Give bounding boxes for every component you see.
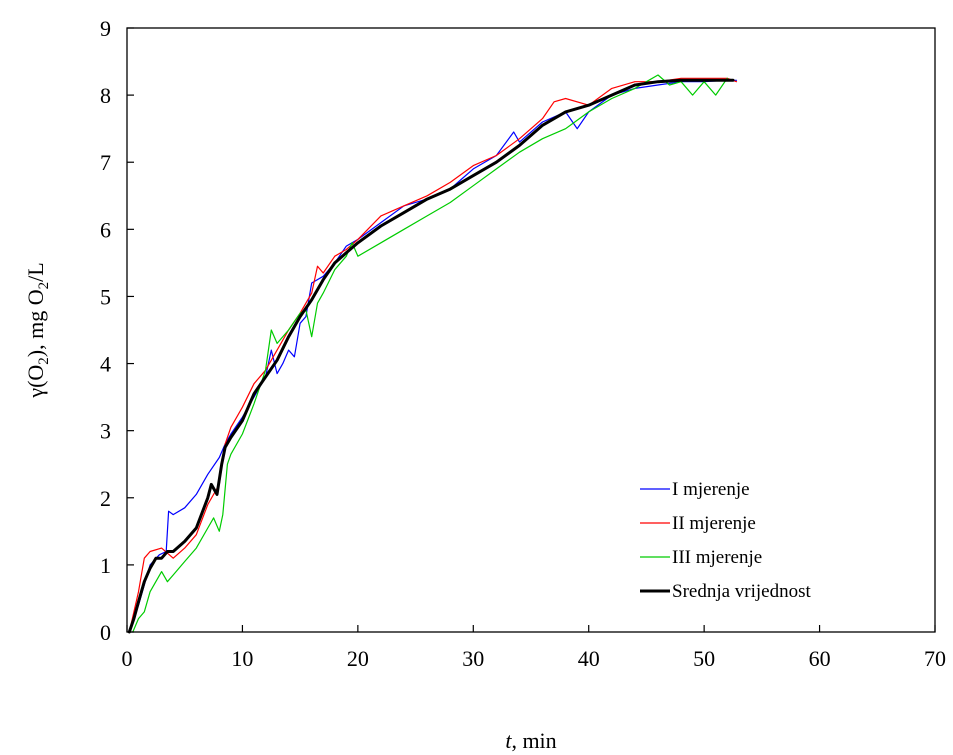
y-axis: 0 1 2 3 4 5 6 7 8 9 (100, 16, 134, 645)
legend-label: II mjerenje (672, 513, 756, 534)
x-axis-title-italic: t (505, 728, 512, 753)
y-tick-label: 7 (100, 150, 111, 175)
x-tick-label: 10 (231, 646, 253, 671)
plot-frame (126, 27, 936, 633)
y-axis-title-prefix: γ(O (23, 365, 48, 399)
y-tick-label: 3 (100, 419, 111, 444)
y-tick-label: 6 (100, 217, 111, 242)
x-axis: 0 10 20 30 40 50 60 70 (122, 625, 946, 671)
y-axis-title-sub: 2 (36, 357, 52, 365)
x-axis-title-rest: , min (511, 728, 556, 753)
x-tick-label: 30 (462, 646, 484, 671)
y-tick-label: 9 (100, 16, 111, 41)
y-axis-title-mid: ), mg O (23, 289, 48, 357)
y-tick-label: 8 (100, 83, 111, 108)
series-line-2 (128, 77, 738, 633)
legend-label: I mjerenje (672, 479, 750, 500)
x-tick-label: 50 (693, 646, 715, 671)
x-tick-label: 40 (578, 646, 600, 671)
series-line-3 (132, 74, 728, 633)
x-tick-label: 20 (347, 646, 369, 671)
y-tick-label: 0 (100, 620, 111, 645)
y-tick-label: 1 (100, 553, 111, 578)
y-tick-label: 5 (100, 284, 111, 309)
plot-lines (127, 74, 738, 634)
legend-label: III mjerenje (672, 547, 762, 568)
legend: I mjerenje II mjerenje III mjerenje Srednja… (640, 479, 812, 602)
y-tick-label: 2 (100, 486, 111, 511)
y-axis-title-sub2: 2 (36, 282, 52, 290)
x-tick-label: 0 (122, 646, 133, 671)
x-axis-title: t, min (505, 728, 556, 753)
y-axis-title: γ(O2), mg O2/L (23, 262, 52, 398)
legend-label: Srednja vrijednost (672, 581, 812, 602)
series-line-4 (127, 78, 735, 634)
y-axis-title-suffix: /L (23, 262, 48, 282)
series-line-1 (128, 79, 738, 633)
x-tick-label: 60 (809, 646, 831, 671)
y-tick-label: 4 (100, 352, 111, 377)
x-tick-label: 70 (924, 646, 946, 671)
